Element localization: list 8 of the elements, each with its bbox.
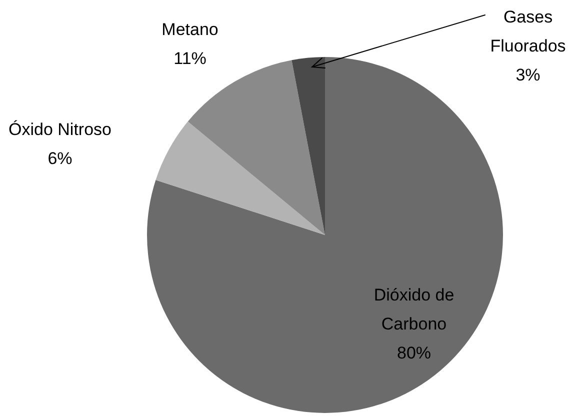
slice-label: Metano: [162, 20, 218, 40]
data-label: 3%: [516, 66, 540, 85]
slice-label: Dióxido de Carbono: [374, 286, 454, 334]
data-label: 6%: [48, 149, 72, 168]
slice-label: Óxido Nitroso: [8, 120, 112, 140]
slice-label: Gases Fluorados: [490, 8, 566, 56]
data-label: 80%: [396, 344, 432, 363]
data-label: 11%: [174, 49, 206, 68]
